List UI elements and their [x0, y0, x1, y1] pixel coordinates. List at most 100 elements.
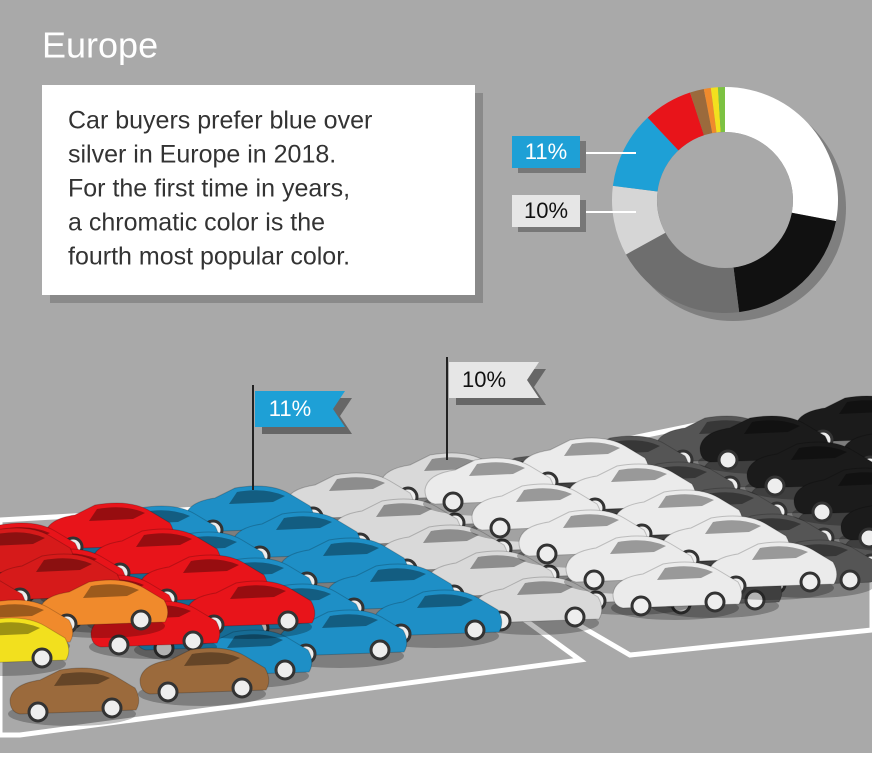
car-window	[611, 468, 667, 482]
donut-segment	[733, 212, 836, 313]
wheel	[704, 591, 726, 613]
text-box	[42, 85, 475, 295]
wheel	[489, 517, 511, 539]
car-window	[227, 634, 283, 648]
wheel	[464, 619, 486, 641]
wheel	[108, 634, 130, 656]
car-window	[329, 477, 385, 491]
wheel	[274, 659, 296, 681]
donut-segment	[703, 87, 717, 134]
car-window	[839, 400, 872, 414]
donut-segment	[725, 87, 838, 222]
car-window	[838, 472, 872, 486]
donut-segment	[612, 117, 679, 192]
car-window	[563, 514, 619, 528]
flag	[255, 391, 345, 427]
wheel	[744, 589, 766, 611]
donut-segment	[625, 232, 740, 313]
wheel	[717, 449, 739, 471]
car-window	[470, 555, 526, 569]
car-window	[183, 559, 239, 573]
callout-box	[512, 195, 580, 227]
car-window	[136, 533, 192, 547]
car-window	[184, 652, 240, 666]
wheel	[31, 647, 53, 669]
car-body	[793, 467, 872, 515]
car-window	[230, 585, 286, 599]
callout-label: 11%	[525, 139, 567, 164]
flag-silver: 10%	[446, 357, 546, 460]
car-window	[370, 568, 426, 582]
wheel	[277, 610, 299, 632]
wheel	[858, 527, 872, 549]
donut-segment	[717, 87, 725, 133]
donut-hole	[657, 132, 793, 268]
parking-outline	[348, 417, 872, 658]
wheel	[764, 475, 786, 497]
wheel	[182, 630, 204, 652]
car	[839, 504, 872, 551]
wheel	[101, 697, 123, 719]
car	[8, 667, 140, 726]
paragraph-line: a chromatic color is the	[68, 209, 325, 237]
car	[138, 647, 270, 706]
car-window	[658, 494, 714, 508]
paragraph: Car buyers prefer blue over silver in Eur…	[68, 107, 372, 271]
car-window	[469, 462, 525, 476]
callout-label: 10%	[524, 198, 568, 223]
car-window	[323, 542, 379, 556]
car-window	[657, 566, 713, 580]
donut-segment	[710, 87, 721, 133]
wheel	[799, 571, 821, 593]
car-window	[276, 516, 332, 530]
wheel	[369, 639, 391, 661]
car-window	[0, 532, 45, 546]
paragraph-line: fourth most popular color.	[68, 243, 350, 271]
car-window	[322, 614, 378, 628]
car-window	[89, 507, 145, 521]
car-window	[36, 558, 92, 572]
car-window	[564, 442, 620, 456]
wheel	[564, 606, 586, 628]
car-window	[54, 672, 110, 686]
car-window	[752, 546, 808, 560]
callout-box	[512, 136, 580, 168]
car-window	[516, 488, 572, 502]
car-window	[229, 490, 285, 504]
wheel	[231, 677, 253, 699]
car	[471, 576, 603, 635]
donut-segment	[647, 92, 704, 151]
cars	[0, 395, 872, 726]
car-window	[791, 446, 847, 460]
wheel	[442, 491, 464, 513]
wheel	[630, 595, 652, 617]
donut-chart: 11% 10%	[512, 87, 846, 321]
car-window	[376, 503, 432, 517]
wheel	[583, 569, 605, 591]
car-window	[517, 581, 573, 595]
car-body	[0, 617, 70, 663]
title: Europe	[42, 25, 158, 66]
wheel	[536, 543, 558, 565]
wheel	[27, 701, 49, 723]
wheel	[130, 609, 152, 631]
car-window	[0, 622, 40, 636]
car-window	[744, 420, 800, 434]
paragraph-line: For the first time in years,	[68, 175, 350, 203]
wheel	[811, 501, 833, 523]
flag	[449, 362, 539, 398]
paragraph-line: silver in Europe in 2018.	[68, 141, 336, 169]
flag-label: 11%	[269, 396, 311, 421]
donut-segment	[690, 89, 713, 136]
car-window	[0, 604, 44, 618]
car-window	[705, 520, 761, 534]
wheel	[157, 681, 179, 703]
car-window	[417, 594, 473, 608]
car	[0, 617, 70, 676]
paragraph-line: Car buyers prefer blue over	[68, 107, 372, 135]
flag-label: 10%	[462, 367, 506, 392]
car-window	[83, 584, 139, 598]
car	[611, 561, 743, 620]
flag-blue: 11%	[252, 385, 352, 490]
